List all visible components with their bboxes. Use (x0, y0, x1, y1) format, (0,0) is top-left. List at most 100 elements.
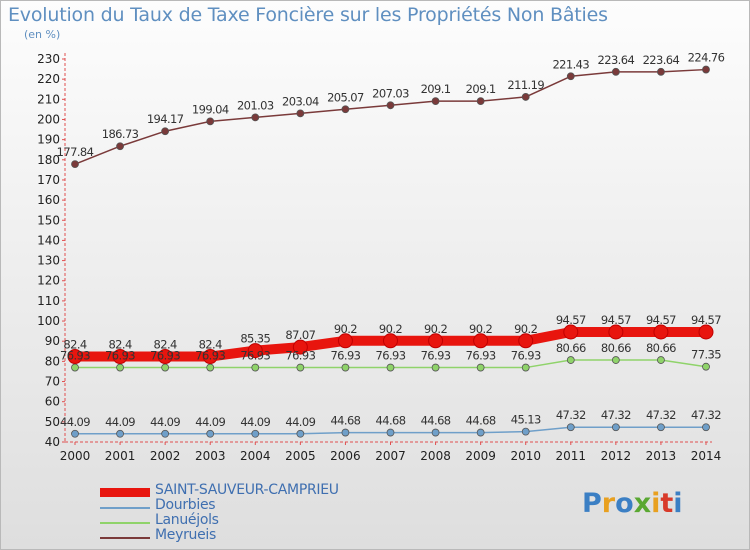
data-label: 76.93 (376, 349, 406, 363)
x-tick-label: 2012 (601, 449, 632, 463)
y-tick-label: 150 (37, 213, 60, 227)
y-tick-label: 230 (37, 52, 60, 66)
data-label: 76.93 (330, 349, 360, 363)
data-point (116, 363, 124, 372)
data-point (251, 429, 260, 438)
legend-label: Lanuéjols (155, 512, 219, 528)
data-point (566, 423, 575, 432)
data-point (657, 67, 665, 76)
data-label: 44.09 (60, 415, 90, 429)
data-point (611, 423, 620, 432)
data-label: 201.03 (237, 98, 274, 112)
data-point (518, 333, 534, 349)
data-point (563, 324, 579, 340)
x-tick-label: 2013 (646, 449, 677, 463)
y-tick-label: 60 (45, 395, 60, 409)
data-point (341, 105, 350, 114)
data-point (247, 343, 263, 359)
y-tick-label: 180 (37, 153, 60, 167)
data-label: 76.93 (466, 349, 496, 363)
data-label: 76.93 (240, 349, 270, 363)
data-label: 207.03 (372, 86, 409, 100)
legend-swatch (100, 507, 150, 509)
data-point (296, 109, 305, 118)
data-point (702, 65, 710, 74)
y-tick-label: 80 (45, 354, 60, 368)
data-point (116, 142, 124, 151)
data-label: 45.13 (511, 413, 541, 427)
data-label: 44.68 (330, 414, 360, 428)
data-label: 87.07 (285, 328, 315, 342)
data-point (431, 363, 440, 372)
logo-letter: r (601, 488, 616, 519)
data-label: 85.35 (240, 332, 270, 346)
data-point (521, 93, 530, 101)
legend-label: Dourbies (155, 497, 216, 513)
data-label: 47.32 (556, 408, 586, 422)
x-tick-label: 2010 (510, 449, 541, 463)
data-label: 223.64 (598, 53, 635, 67)
data-point (251, 113, 260, 122)
data-label: 209.1 (466, 82, 496, 96)
data-point (657, 423, 665, 432)
logo-letter: x (633, 488, 652, 519)
data-label: 221.43 (552, 57, 589, 71)
data-label: 82.4 (199, 338, 222, 352)
data-point (116, 429, 124, 438)
data-point (608, 324, 624, 340)
data-point (611, 67, 620, 76)
y-tick-label: 100 (37, 314, 60, 328)
data-point (337, 333, 353, 349)
data-point (431, 428, 440, 437)
data-point (296, 429, 305, 438)
data-label: 44.09 (105, 415, 135, 429)
data-point (702, 362, 710, 371)
data-label: 90.2 (514, 322, 537, 336)
data-point (611, 356, 620, 364)
data-point (521, 427, 530, 436)
data-point (521, 363, 530, 372)
data-label: 76.93 (511, 349, 541, 363)
data-label: 44.09 (285, 415, 315, 429)
y-tick-label: 200 (37, 112, 60, 126)
y-tick-label: 130 (37, 254, 60, 268)
x-tick-label: 2008 (420, 449, 451, 463)
y-tick-label: 110 (37, 294, 60, 308)
data-point (206, 429, 215, 438)
data-point (292, 339, 308, 355)
x-tick-label: 2004 (240, 449, 271, 463)
data-point (341, 363, 350, 372)
data-label: 90.2 (469, 322, 492, 336)
x-tick-label: 2003 (195, 449, 226, 463)
data-point (202, 349, 218, 365)
data-label: 76.93 (195, 349, 225, 363)
y-tick-label: 210 (37, 92, 60, 106)
data-point (383, 333, 398, 349)
x-tick-label: 2001 (105, 449, 136, 463)
data-point (476, 428, 485, 437)
data-point (71, 429, 79, 438)
legend-label: Meyrueis (155, 527, 217, 543)
x-tick-label: 2002 (150, 449, 181, 463)
data-point (71, 363, 79, 372)
data-label: 223.64 (643, 53, 680, 67)
data-label: 80.66 (556, 341, 586, 355)
data-point (386, 363, 395, 372)
data-point (251, 363, 260, 372)
y-tick-label: 50 (45, 415, 60, 429)
data-point (653, 324, 669, 340)
x-tick-label: 2005 (285, 449, 316, 463)
data-point (702, 423, 710, 432)
logo-letter: P (582, 488, 602, 519)
data-label: 44.09 (150, 415, 180, 429)
data-point (431, 97, 440, 106)
data-label: 205.07 (327, 90, 364, 104)
data-point (296, 363, 305, 372)
data-label: 44.09 (240, 415, 270, 429)
data-label: 47.32 (601, 408, 631, 422)
data-point (206, 117, 215, 126)
data-label: 76.93 (285, 349, 315, 363)
data-label: 186.73 (102, 127, 139, 141)
x-tick-label: 2006 (330, 449, 361, 463)
